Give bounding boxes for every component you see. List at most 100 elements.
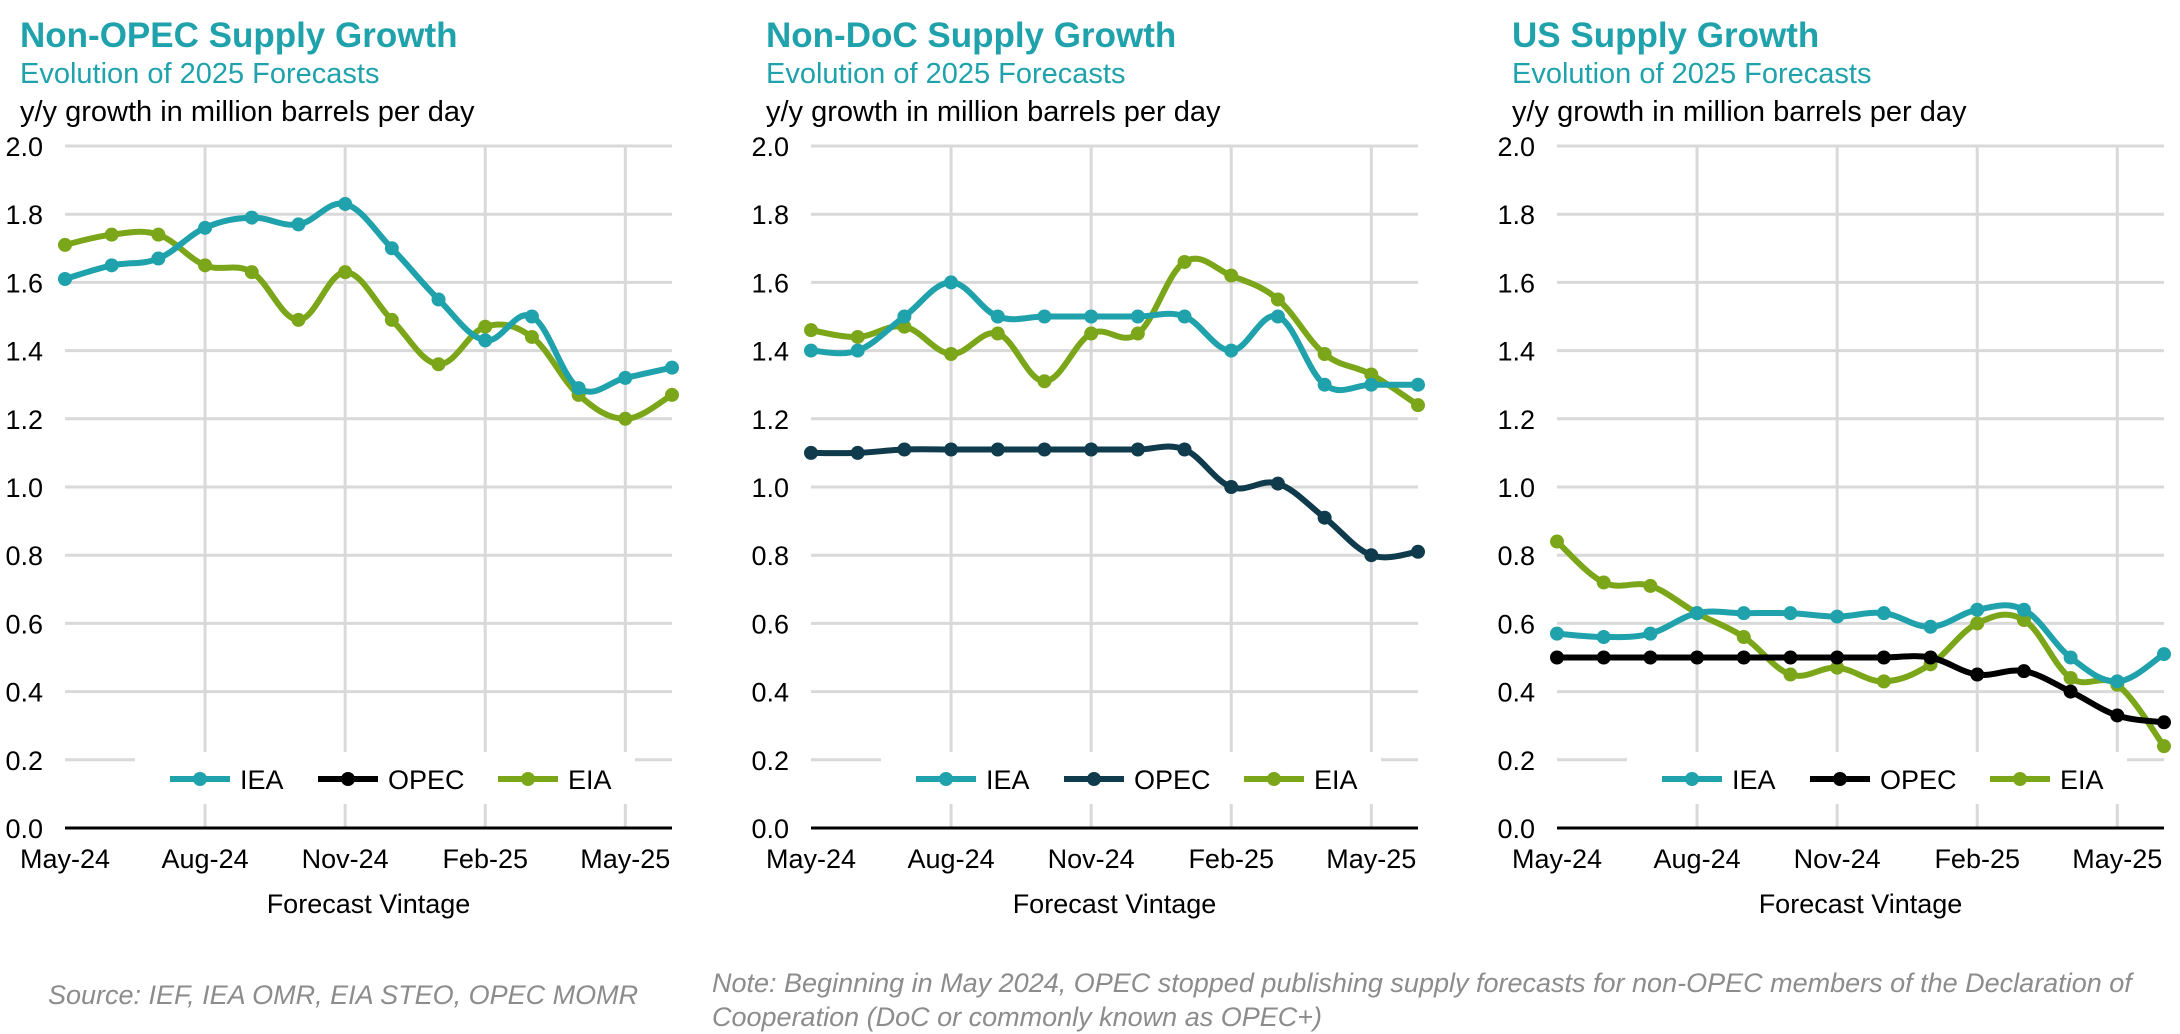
x-tick-label: Aug-24 — [1654, 844, 1741, 874]
legend-item-iea: IEA — [1662, 765, 1776, 795]
y-tick-label: 1.6 — [5, 268, 43, 298]
y-tick-label: 0.0 — [5, 814, 43, 844]
x-tick-label: May-25 — [2072, 844, 2162, 874]
data-point-eia — [990, 326, 1005, 341]
chart-panel-non-doc: Non-DoC Supply Growth Evolution of 2025 … — [746, 0, 1486, 940]
data-point-eia — [850, 329, 865, 344]
data-point-opec — [1783, 650, 1798, 665]
y-tick-label: 2.0 — [5, 132, 43, 162]
series-opec — [1550, 650, 2171, 730]
x-tick-label: Aug-24 — [908, 844, 995, 874]
x-tick-label: Feb-25 — [1188, 844, 1274, 874]
legend-label: EIA — [1314, 765, 1358, 795]
y-tick-label: 0.2 — [1497, 746, 1535, 776]
data-point-opec — [1643, 650, 1658, 665]
data-point-eia — [1550, 534, 1564, 549]
data-point-opec — [1736, 650, 1751, 665]
data-point-iea — [1177, 309, 1192, 324]
x-axis-label: Forecast Vintage — [1013, 889, 1217, 919]
data-point-eia — [1596, 575, 1611, 590]
y-tick-label: 1.4 — [1497, 337, 1535, 367]
data-point-opec — [990, 442, 1005, 457]
data-point-iea — [524, 309, 539, 324]
data-point-eia — [2157, 739, 2171, 754]
y-tick-label: 0.8 — [5, 541, 43, 571]
data-point-eia — [944, 347, 959, 362]
data-point-eia — [244, 265, 259, 280]
x-tick-label: May-25 — [580, 844, 670, 874]
data-point-iea — [1830, 609, 1845, 624]
series-line-eia — [62, 228, 675, 422]
data-point-eia — [1037, 374, 1052, 389]
data-point-opec — [1270, 476, 1285, 491]
y-tick-label: 1.4 — [751, 337, 789, 367]
data-point-iea — [431, 292, 446, 307]
data-point-iea — [1970, 602, 1985, 617]
data-point-opec — [1130, 442, 1145, 457]
footnote: Note: Beginning in May 2024, OPEC stoppe… — [712, 968, 2132, 1032]
y-tick-label: 0.4 — [5, 678, 43, 708]
data-point-iea — [1550, 626, 1564, 641]
legend-item-iea: IEA — [170, 765, 284, 795]
y-tick-label: 1.2 — [751, 405, 789, 435]
legend-swatch-marker — [939, 772, 953, 786]
data-point-iea — [944, 275, 959, 290]
data-point-eia — [104, 227, 119, 242]
data-point-iea — [1364, 377, 1379, 392]
data-point-eia — [1130, 326, 1145, 341]
data-point-opec — [1830, 650, 1845, 665]
series-line-eia — [1554, 538, 2167, 750]
data-point-iea — [2157, 647, 2171, 662]
data-point-eia — [1830, 660, 1845, 675]
data-point-iea — [198, 220, 213, 235]
data-point-opec — [1224, 480, 1239, 494]
legend-label: OPEC — [1134, 765, 1211, 795]
chart-plot-non-opec: 0.0 0.2 0.4 0.6 0.8 1.0 1.2 1.4 1.6 1.8 2.0 May-24 A… — [5, 132, 679, 919]
y-tick-label: 0.8 — [751, 541, 789, 571]
data-point-eia — [2016, 612, 2031, 627]
legend-swatch-marker — [1685, 772, 1699, 786]
data-point-iea — [2016, 602, 2031, 617]
data-point-eia — [1084, 326, 1099, 341]
legend-item-opec: OPEC — [1064, 765, 1211, 795]
series-eia — [58, 227, 679, 426]
data-point-iea — [850, 343, 865, 358]
data-point-opec — [1411, 544, 1425, 559]
data-point-opec — [1037, 442, 1052, 457]
data-point-iea — [2110, 674, 2125, 689]
y-tick-label: 2.0 — [1497, 132, 1535, 162]
x-tick-label: May-25 — [1326, 844, 1416, 874]
chart-panel-non-opec: Non-OPEC Supply Growth Evolution of 2025… — [0, 0, 740, 940]
data-point-eia — [665, 387, 679, 402]
x-tick-label: May-24 — [1512, 844, 1602, 874]
data-point-opec — [2110, 708, 2125, 723]
series-eia — [804, 254, 1425, 413]
data-point-opec — [1550, 650, 1564, 665]
chart-subtitle: Evolution of 2025 Forecasts — [20, 58, 380, 90]
data-point-eia — [1411, 398, 1425, 413]
legend-item-opec: OPEC — [318, 765, 465, 795]
y-tick-label: 2.0 — [751, 132, 789, 162]
y-tick-label: 1.0 — [5, 473, 43, 503]
data-point-eia — [1783, 667, 1798, 682]
legend-label: OPEC — [388, 765, 465, 795]
data-point-opec — [1970, 667, 1985, 682]
legend-swatch-marker — [341, 772, 355, 786]
series-line-iea — [808, 279, 1421, 394]
x-tick-label: Aug-24 — [162, 844, 249, 874]
data-point-eia — [338, 265, 353, 280]
data-point-opec — [1317, 510, 1332, 525]
y-tick-label: 0.8 — [1497, 541, 1535, 571]
data-point-opec — [2063, 684, 2078, 699]
data-point-iea — [478, 333, 493, 348]
chart-units-label: y/y growth in million barrels per day — [766, 96, 1221, 128]
data-point-eia — [1317, 347, 1332, 362]
chart-title: US Supply Growth — [1512, 16, 1820, 55]
x-tick-label: Nov-24 — [1048, 844, 1135, 874]
legend-label: IEA — [986, 765, 1030, 795]
data-point-eia — [198, 258, 213, 273]
data-point-iea — [1037, 309, 1052, 324]
series-iea — [58, 196, 679, 396]
y-tick-label: 1.6 — [751, 268, 789, 298]
data-point-eia — [384, 312, 399, 327]
